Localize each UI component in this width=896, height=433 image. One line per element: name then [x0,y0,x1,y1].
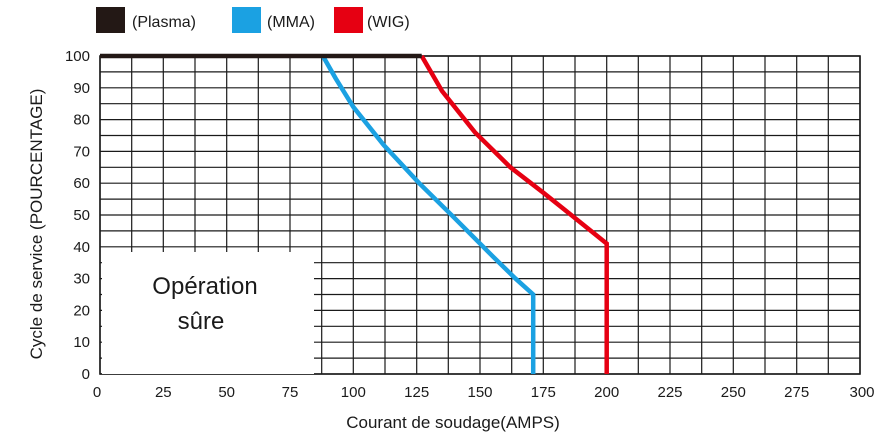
y-tick-label: 60 [73,175,90,192]
y-tick-label: 40 [73,239,90,256]
legend: (Plasma) (MMA) (WIG) [96,7,410,33]
series-line-mma [320,54,536,374]
y-tick-label: 0 [82,366,90,383]
legend-label-wig: (WIG) [367,14,410,31]
x-tick-labels: 0 25 50 75 100 125 150 175 200 225 250 275 300 [93,384,875,401]
series-lines [100,53,609,374]
x-tick-label: 300 [849,384,874,401]
x-tick-label: 50 [218,384,235,401]
safe-operation-line2: sûre [178,308,225,335]
x-tick-label: 100 [341,384,366,401]
safe-operation-line1: Opération [152,273,257,300]
x-tick-label: 125 [404,384,429,401]
y-tick-label: 30 [73,271,90,288]
safe-operation-background [102,252,314,374]
plot-frame [99,55,861,375]
y-tick-label: 20 [73,302,90,319]
y-tick-label: 10 [73,334,90,351]
y-tick-label: 80 [73,112,90,129]
legend-swatch-mma [232,7,261,33]
legend-swatch-wig [334,7,363,33]
grid [99,55,861,375]
x-tick-label: 275 [784,384,809,401]
x-tick-label: 75 [282,384,299,401]
x-tick-label: 150 [467,384,492,401]
x-axis-label: Courant de soudage(AMPS) [346,413,560,432]
y-tick-label: 90 [73,80,90,97]
safe-operation-box: Opération sûre [102,252,314,374]
x-tick-label: 225 [657,384,682,401]
legend-label-mma: (MMA) [267,14,315,31]
legend-label-plasma: (Plasma) [132,14,196,31]
x-tick-label: 175 [531,384,556,401]
y-tick-label: 100 [65,48,90,65]
x-tick-label: 0 [93,384,101,401]
y-tick-label: 50 [73,207,90,224]
y-tick-label: 70 [73,143,90,160]
x-tick-label: 250 [721,384,746,401]
series-line-wig [419,54,609,374]
x-tick-label: 200 [594,384,619,401]
y-axis-label: Cycle de service (POURCENTAGE) [27,89,46,360]
x-tick-label: 25 [155,384,172,401]
legend-swatch-plasma [96,7,125,33]
y-tick-labels: 0 10 20 30 40 50 60 70 80 90 100 [65,48,90,383]
